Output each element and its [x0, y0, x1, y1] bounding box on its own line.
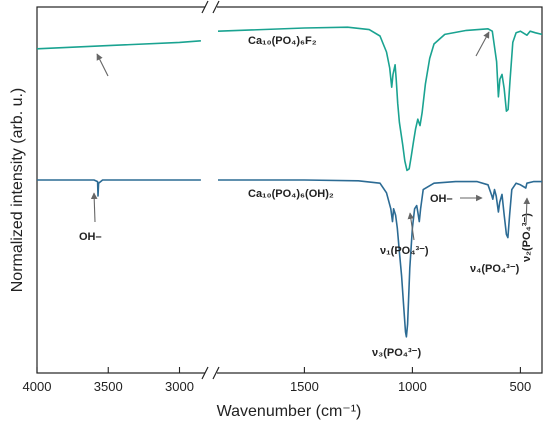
arrow-oh-left — [90, 192, 98, 223]
annotation-nu4: ν₄(PO₄³⁻) — [470, 263, 520, 275]
x-tick-label-3000: 3000 — [165, 379, 194, 394]
annotation-hydroxyapatite-label: Ca₁₀(PO₄)₆(OH)₂ — [248, 188, 334, 200]
annotation-nu1: ν₁(PO₄³⁻) — [380, 245, 429, 257]
axis-break-slash-1 — [201, 0, 209, 14]
plot-frame — [36, 6, 543, 374]
axis-break-slash-3 — [201, 366, 209, 380]
arrow-f-right — [475, 31, 490, 57]
axis-break-gap-bottom — [205, 369, 217, 377]
annotation-nu2: ν₂(PO₄³⁻) — [521, 213, 533, 262]
series-group — [36, 26, 543, 338]
axis-break-slash-4 — [212, 366, 220, 380]
series-line-hydroxyapatite-segment-1 — [37, 179, 201, 197]
annotation-arrows — [90, 31, 531, 241]
x-tick-label-1000: 1000 — [398, 379, 427, 394]
arrow-f-left — [96, 53, 109, 77]
y-axis-title: Normalized intensity (arb. u.) — [9, 88, 26, 293]
x-axis-ticks: 4000 3500 3000 1500 1000 500 — [23, 367, 532, 394]
series-line-hydroxyapatite-segment-2 — [218, 179, 542, 338]
annotation-fluorapatite-label: Ca₁₀(PO₄)₆F₂ — [248, 35, 317, 47]
arrow-nu2 — [523, 197, 531, 226]
x-axis-title: Wavenumber (cm⁻¹) — [217, 403, 362, 420]
axis-break-slash-2 — [212, 0, 220, 14]
axis-break-gap-top — [205, 3, 217, 11]
x-tick-label-500: 500 — [510, 379, 532, 394]
axis-break-marks — [201, 0, 220, 380]
series-line-fluorapatite-segment-2 — [217, 26, 543, 172]
x-tick-label-1500: 1500 — [290, 379, 319, 394]
arrow-nu1 — [407, 212, 415, 241]
annotation-oh-right: OH– — [430, 193, 453, 205]
annotation-oh-left: OH– — [79, 231, 102, 243]
annotation-nu3: ν₃(PO₄³⁻) — [372, 347, 421, 359]
series-line-fluorapatite-segment-1 — [36, 40, 201, 50]
x-tick-label-4000: 4000 — [23, 379, 52, 394]
x-tick-label-3500: 3500 — [94, 379, 123, 394]
